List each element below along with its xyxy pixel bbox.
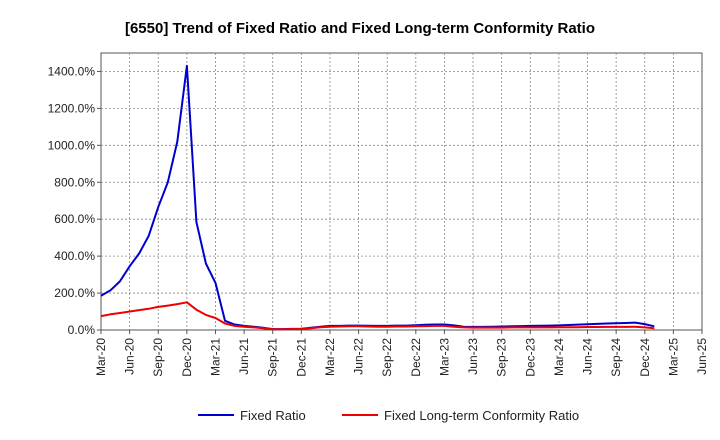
- x-tick-label: Sep-21: [266, 338, 280, 377]
- y-tick-label: 400.0%: [54, 249, 95, 263]
- y-tick-label: 0.0%: [68, 323, 96, 337]
- x-tick-label: Jun-22: [352, 338, 366, 375]
- x-tick-label: Dec-21: [294, 338, 308, 377]
- y-tick-label: 1200.0%: [48, 101, 96, 115]
- x-tick-label: Sep-20: [151, 338, 165, 377]
- legend-label: Fixed Ratio: [240, 408, 306, 423]
- y-tick-label: 1400.0%: [48, 64, 96, 78]
- x-tick-label: Jun-21: [237, 338, 251, 375]
- x-tick-label: Dec-24: [638, 338, 652, 377]
- x-tick-label: Sep-24: [609, 338, 623, 377]
- x-tick-label: Mar-21: [208, 338, 222, 376]
- grid: [101, 53, 702, 330]
- chart-title: [6550] Trend of Fixed Ratio and Fixed Lo…: [125, 20, 595, 37]
- x-tick-label: Jun-20: [123, 338, 137, 375]
- y-axis: 0.0% 200.0% 400.0% 600.0% 800.0% 1000.0% 1200.…: [48, 64, 101, 337]
- x-tick-label: Mar-24: [552, 338, 566, 376]
- x-tick-label: Sep-22: [380, 338, 394, 377]
- x-axis: Mar-20 Jun-20 Sep-20 Dec-20 Mar-21 Jun-21 Sep-…: [94, 330, 709, 377]
- plot-area: [100, 52, 703, 331]
- x-tick-label: Mar-23: [437, 338, 451, 376]
- legend: Fixed Ratio Fixed Long-term Conformity Ra…: [198, 408, 579, 423]
- x-tick-label: Jun-23: [466, 338, 480, 375]
- y-tick-label: 1000.0%: [48, 138, 96, 152]
- y-tick-label: 200.0%: [54, 286, 95, 300]
- x-tick-label: Sep-23: [495, 338, 509, 377]
- x-tick-label: Mar-20: [94, 338, 108, 376]
- x-tick-label: Mar-25: [666, 338, 680, 376]
- x-tick-label: Dec-23: [523, 338, 537, 377]
- series-line: [100, 301, 655, 331]
- x-tick-label: Jun-25: [695, 338, 709, 375]
- x-tick-label: Mar-22: [323, 338, 337, 376]
- y-tick-label: 800.0%: [54, 175, 95, 189]
- x-tick-label: Dec-22: [409, 338, 423, 377]
- x-tick-label: Dec-20: [180, 338, 194, 377]
- y-tick-label: 600.0%: [54, 212, 95, 226]
- series-lines: [100, 64, 655, 331]
- x-tick-label: Jun-24: [581, 338, 595, 375]
- legend-label: Fixed Long-term Conformity Ratio: [384, 408, 579, 423]
